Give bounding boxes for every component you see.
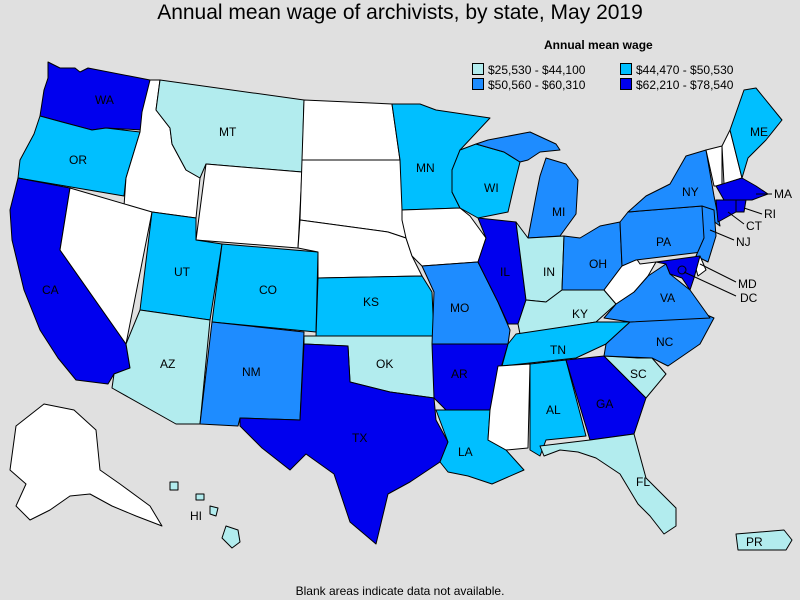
label-ga: GA [596, 397, 613, 411]
label-hi: HI [190, 509, 202, 523]
state-hi-kauai[interactable] [169, 481, 179, 491]
state-sc[interactable] [603, 355, 667, 399]
label-me: ME [750, 125, 768, 139]
state-fl[interactable] [539, 433, 677, 535]
state-me[interactable] [729, 87, 783, 179]
state-md[interactable] [655, 255, 701, 291]
legend-label-bin-2: $44,470 - $50,530 [636, 63, 734, 77]
label-in: IN [543, 265, 555, 279]
legend-item-bin-1: $25,530 - $44,100 [472, 63, 585, 77]
state-tx[interactable] [239, 343, 449, 545]
label-ca: CA [42, 283, 59, 297]
label-or: OR [69, 153, 87, 167]
state-hi-maui[interactable] [209, 505, 219, 517]
label-md: MD [738, 277, 757, 291]
label-ok: OK [376, 357, 393, 371]
state-wy[interactable] [195, 163, 303, 249]
label-co: CO [259, 283, 277, 297]
label-al: AL [546, 403, 561, 417]
state-nd[interactable] [301, 99, 401, 161]
label-pa: PA [656, 235, 671, 249]
footnote: Blank areas indicate data not available. [295, 584, 505, 598]
state-hi-oahu[interactable] [195, 493, 205, 501]
label-tx: TX [352, 431, 367, 445]
state-nj[interactable] [695, 205, 717, 263]
label-ky: KY [572, 307, 588, 321]
state-pr[interactable] [735, 529, 793, 551]
leader-dc [683, 271, 737, 297]
label-sc: SC [630, 367, 647, 381]
leader-nj [709, 229, 735, 241]
label-mo: MO [450, 301, 469, 315]
legend-label-bin-1: $25,530 - $44,100 [488, 63, 586, 77]
state-ri[interactable] [735, 199, 747, 213]
state-ia[interactable] [401, 207, 487, 267]
legend-swatch-bin-4 [620, 78, 632, 90]
legend-swatch-bin-2 [620, 63, 632, 75]
legend-swatch-bin-1 [472, 63, 484, 75]
label-tn: TN [550, 343, 566, 357]
leader-ri [743, 207, 763, 215]
legend-item-bin-3: $50,560 - $60,310 [472, 78, 585, 92]
label-oh: OH [589, 257, 607, 271]
map-title: Annual mean wage of archivists, by state… [157, 1, 643, 24]
state-hi-big[interactable] [221, 525, 241, 549]
label-ar: AR [451, 367, 468, 381]
label-nj: NJ [736, 235, 751, 249]
label-ma: MA [774, 187, 792, 201]
label-mi: MI [552, 205, 565, 219]
leader-md [699, 263, 737, 283]
legend-swatch-bin-3 [472, 78, 484, 90]
label-il: IL [500, 265, 510, 279]
label-az: AZ [160, 357, 175, 371]
label-ks: KS [363, 295, 379, 309]
legend-item-bin-4: $62,210 - $78,540 [620, 78, 733, 92]
label-mt: MT [219, 125, 237, 139]
state-az[interactable] [111, 309, 211, 425]
label-pr: PR [746, 535, 763, 549]
state-wa[interactable] [39, 61, 151, 131]
label-ct: CT [746, 219, 763, 233]
label-wa: WA [95, 93, 114, 107]
state-mi[interactable] [475, 131, 561, 163]
legend-title: Annual mean wage [544, 38, 653, 52]
label-va: VA [660, 291, 675, 305]
legend-label-bin-3: $50,560 - $60,310 [488, 78, 586, 92]
legend-label-bin-4: $62,210 - $78,540 [636, 78, 734, 92]
legend-item-bin-2: $44,470 - $50,530 [620, 63, 733, 77]
label-ny: NY [682, 185, 699, 199]
state-ct[interactable] [715, 199, 737, 223]
label-mn: MN [416, 161, 435, 175]
label-nm: NM [242, 365, 261, 379]
label-fl: FL [636, 475, 650, 489]
label-wi: WI [484, 181, 499, 195]
leader-ct [727, 211, 745, 225]
state-mi-lower[interactable] [527, 157, 579, 239]
state-ak[interactable] [9, 403, 163, 527]
label-la: LA [458, 445, 473, 459]
label-nc: NC [656, 335, 674, 349]
label-ut: UT [174, 265, 191, 279]
label-ri: RI [764, 207, 776, 221]
label-dc: DC [740, 291, 758, 305]
